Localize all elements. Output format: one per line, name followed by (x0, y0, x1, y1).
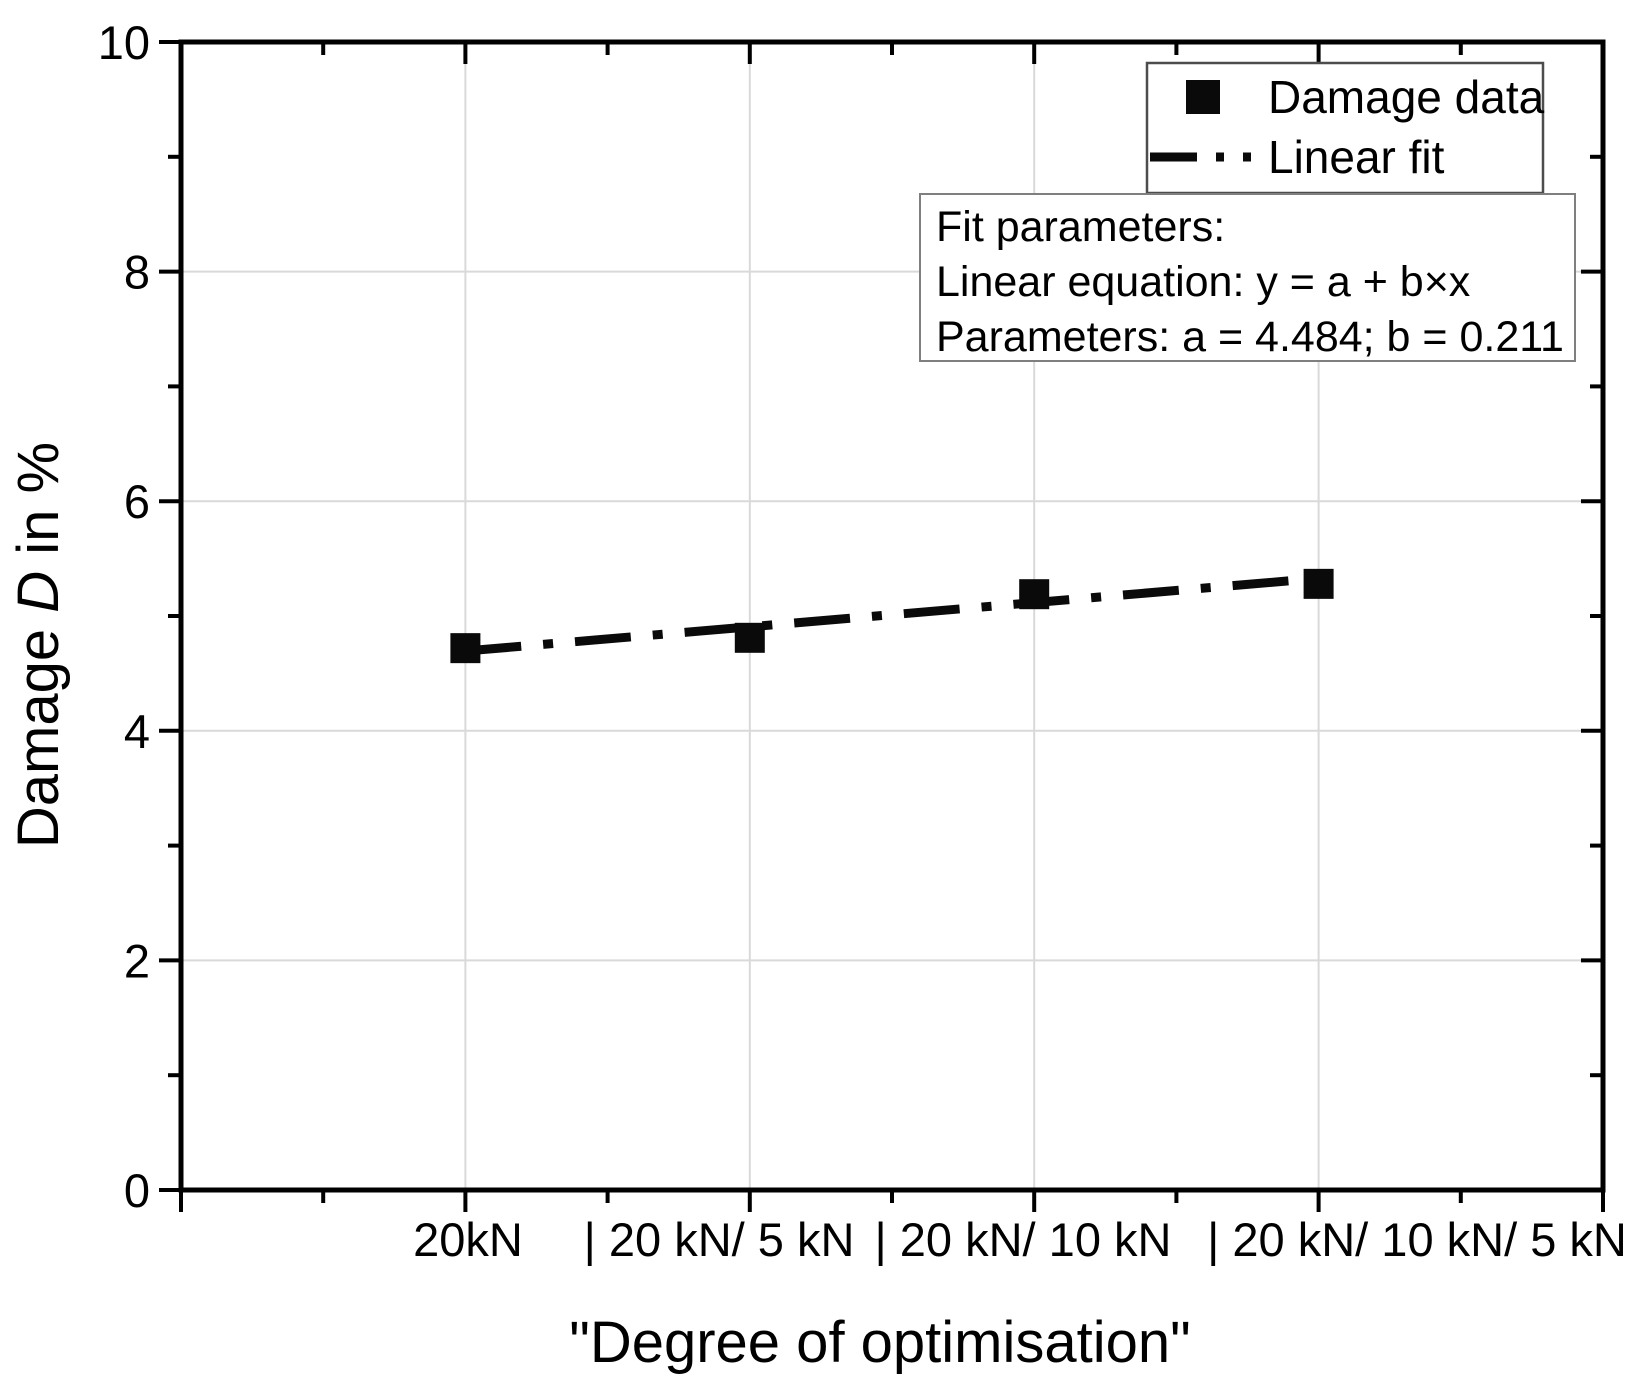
data-point (734, 622, 765, 653)
fit-parameters-line-1: Fit parameters: (936, 203, 1225, 251)
data-point (1019, 579, 1050, 610)
linear-fit-line (465, 573, 1319, 656)
fit-parameters-box: Fit parameters: Linear equation: y = a +… (919, 193, 1576, 362)
y-axis-title: Damage D in % (6, 442, 71, 848)
data-point (450, 633, 481, 664)
data-point (1303, 568, 1334, 599)
y-axis-title-prefix: Damage (6, 613, 71, 848)
y-axis-title-suffix: in % (6, 442, 71, 571)
y-axis-title-symbol: D (6, 571, 71, 613)
y-tick-label: 2 (124, 934, 150, 987)
tick-label-layer: 0 2 4 6 8 10 20kN | 20 kN/ 5 kN | 20 kN/ 10 kN | … (98, 16, 1627, 1266)
legend: Damage data Linear fit (1145, 61, 1545, 195)
x-tick-label: | 20 kN/ 10 kN (875, 1213, 1172, 1266)
y-tick-label: 6 (124, 475, 150, 528)
y-tick-label: 8 (124, 246, 150, 299)
tick-layer (159, 40, 1605, 1212)
y-tick-label: 0 (124, 1164, 150, 1217)
y-tick-label: 4 (124, 705, 150, 758)
fit-parameters-line-2: Linear equation: y = a + b×x (936, 258, 1471, 306)
legend-marker-square (1186, 80, 1220, 114)
legend-label-damage-data: Damage data (1268, 71, 1545, 123)
y-tick-label: 10 (98, 16, 150, 69)
x-tick-label: | 20 kN/ 10 kN/ 5 kN (1207, 1213, 1627, 1266)
fit-parameters-line-3: Parameters: a = 4.484; b = 0.211 (936, 313, 1564, 361)
x-tick-label: 20kN (413, 1213, 523, 1266)
legend-label-linear-fit: Linear fit (1268, 131, 1445, 183)
fit-parameters-border (919, 193, 1576, 362)
x-tick-label: | 20 kN/ 5 kN (584, 1213, 855, 1266)
x-axis-title: "Degree of optimisation" (569, 1310, 1191, 1375)
plot-border (178, 39, 1606, 1193)
series-layer (450, 568, 1334, 664)
